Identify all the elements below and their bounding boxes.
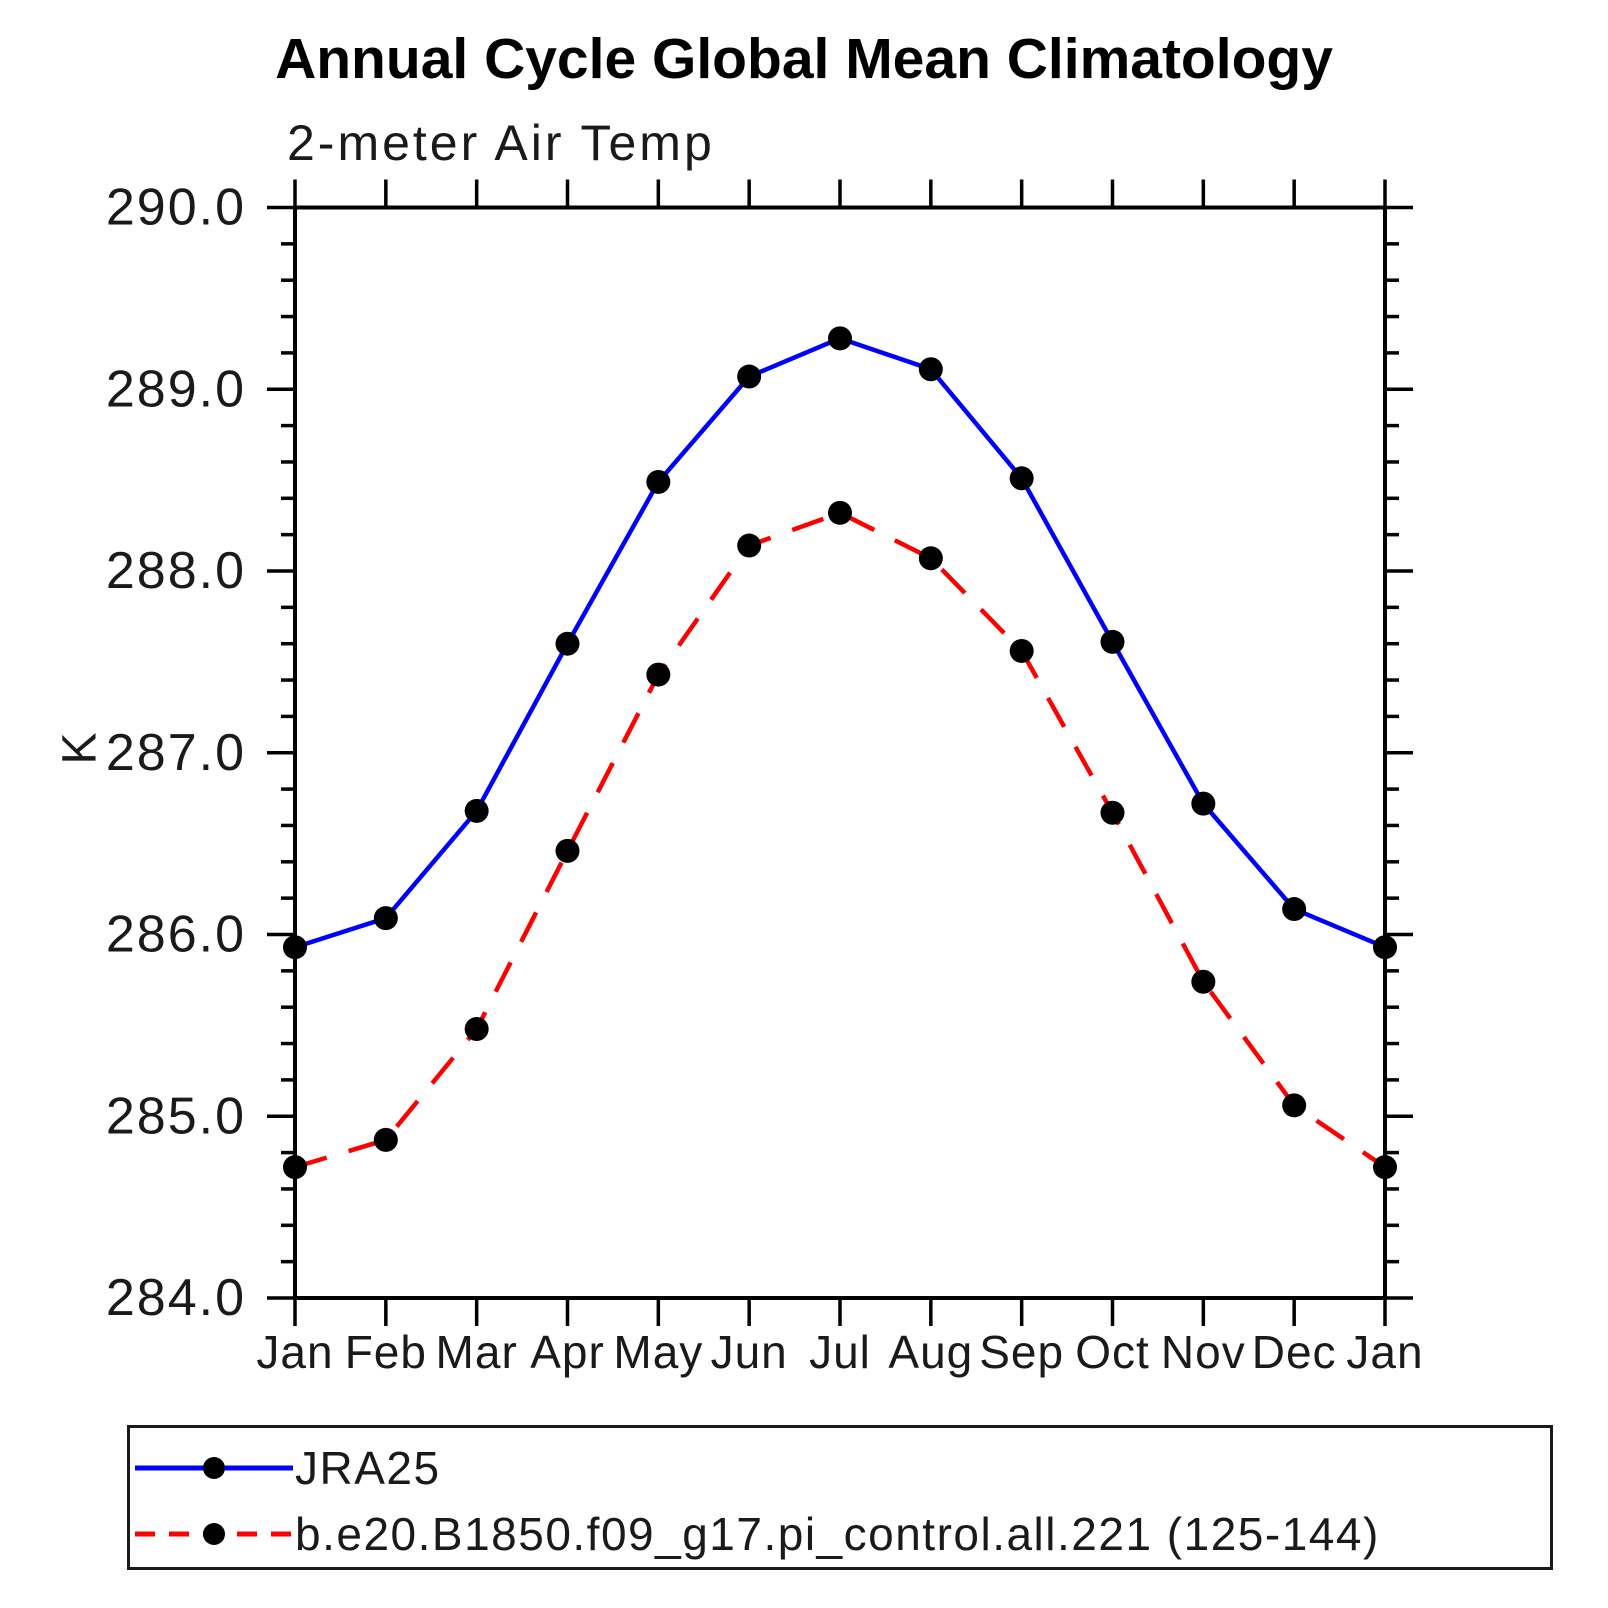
x-tick-label: Oct [1075, 1326, 1150, 1378]
data-point-marker [646, 469, 671, 494]
data-point-marker [464, 798, 489, 823]
data-point-marker [555, 631, 580, 656]
plot-frame [293, 205, 1387, 1300]
x-tick-label: Aug [888, 1326, 973, 1378]
x-tick-label: Jun [711, 1326, 788, 1378]
x-tick-label: Mar [436, 1326, 518, 1378]
x-tick-label: Jul [809, 1326, 871, 1378]
data-point-marker [464, 1017, 489, 1042]
y-tick-label: 284.0 [106, 1269, 246, 1327]
legend-label: JRA25 [295, 1442, 441, 1494]
data-point-marker [1282, 897, 1307, 922]
chart-title: Annual Cycle Global Mean Climatology [275, 27, 1333, 91]
data-point-marker [1100, 800, 1125, 825]
x-tick-label: Apr [530, 1326, 605, 1378]
x-tick-label: Feb [345, 1326, 427, 1378]
data-point-marker [555, 838, 580, 863]
data-point-marker [828, 500, 852, 525]
data-point-marker [1191, 969, 1216, 994]
data-point-marker [1282, 1093, 1307, 1118]
data-point-marker [373, 906, 398, 931]
legend-box: JRA25 b.e20.B1850.f09_g17.pi_control.all… [127, 1425, 1553, 1570]
data-point-marker [1373, 935, 1397, 960]
data-point-marker [1191, 791, 1216, 816]
data-point-marker [828, 326, 852, 351]
legend-line-sample-solid [135, 1457, 293, 1479]
y-tick-label: 289.0 [106, 360, 246, 418]
y-tick-label: 290.0 [106, 179, 246, 237]
x-tick-label: Sep [979, 1326, 1064, 1378]
legend-marker-icon [203, 1457, 225, 1479]
data-point-marker [737, 533, 762, 558]
x-tick-label: Jan [1346, 1326, 1423, 1378]
legend-item-jra25: JRA25 [133, 1442, 441, 1494]
x-tick-label: May [613, 1326, 703, 1378]
data-point-marker [1009, 638, 1034, 663]
data-point-marker [918, 546, 943, 571]
y-tick-label: 286.0 [106, 906, 246, 964]
x-tick-label: Nov [1161, 1326, 1246, 1378]
series-line-0 [294, 336, 1386, 950]
data-point-marker [737, 364, 762, 389]
data-point-marker [918, 357, 943, 382]
legend-item-model: b.e20.B1850.f09_g17.pi_control.all.221 (… [133, 1508, 1380, 1560]
data-point-marker [1100, 629, 1125, 654]
y-tick-label: 288.0 [106, 542, 246, 600]
x-tick-label: Dec [1252, 1326, 1337, 1378]
data-point-marker [283, 935, 307, 960]
data-point-marker [646, 662, 671, 687]
y-tick-label: 285.0 [106, 1087, 246, 1145]
x-tick-label: Jan [256, 1326, 333, 1378]
data-point-marker [283, 1155, 307, 1180]
chart-subtitle: 2-meter Air Temp [287, 115, 715, 171]
legend-line-sample-dashed [135, 1523, 293, 1545]
data-point-marker [1373, 1155, 1397, 1180]
legend-marker-icon [203, 1523, 225, 1545]
legend-label: b.e20.B1850.f09_g17.pi_control.all.221 (… [295, 1508, 1380, 1560]
data-point-marker [1009, 466, 1034, 491]
data-point-marker [373, 1127, 398, 1152]
y-tick-label: 287.0 [106, 724, 246, 782]
series-line-1 [294, 510, 1387, 1170]
